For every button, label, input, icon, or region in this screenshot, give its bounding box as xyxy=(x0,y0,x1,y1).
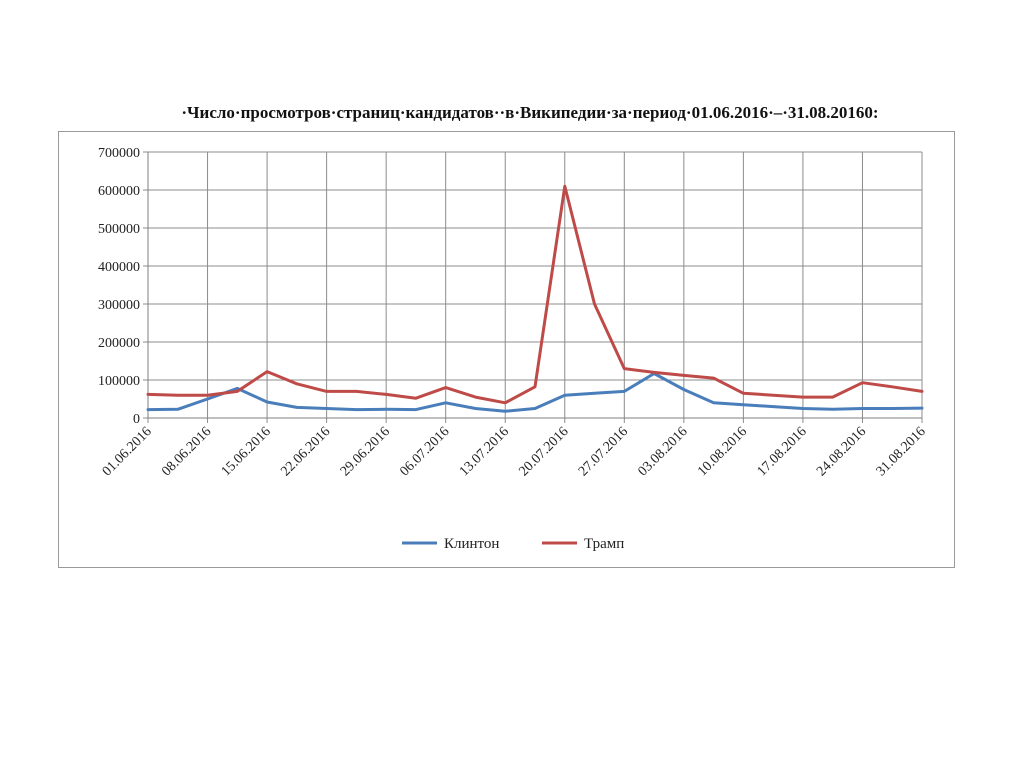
data-point xyxy=(831,408,834,411)
data-point xyxy=(891,407,894,410)
data-point xyxy=(295,382,299,385)
data-point xyxy=(206,394,209,397)
data-point xyxy=(146,393,150,396)
data-point xyxy=(533,407,537,410)
data-point xyxy=(295,406,299,409)
data-point xyxy=(265,400,269,404)
data-point xyxy=(801,407,805,410)
data-point xyxy=(623,390,626,393)
x-tick-label: 27.07.2016 xyxy=(576,424,631,479)
x-tick-label: 24.08.2016 xyxy=(814,424,869,479)
x-tick-label: 01.06.2016 xyxy=(100,424,155,479)
data-point xyxy=(474,395,477,399)
data-point xyxy=(325,407,328,410)
y-tick-label: 400000 xyxy=(98,260,140,275)
data-point xyxy=(444,386,447,389)
x-tick-label: 10.08.2016 xyxy=(695,424,750,479)
x-tick-label: 15.06.2016 xyxy=(219,424,274,479)
data-point xyxy=(712,376,715,380)
chart-title: ·Число·просмотров·страниц·кандидатов··в·… xyxy=(181,103,879,122)
y-tick-label: 500000 xyxy=(98,222,140,237)
data-point xyxy=(533,385,537,389)
data-point xyxy=(176,408,179,411)
y-axis-ticks: 0 100000 200000 300000 400000 500000 600000 700… xyxy=(98,146,140,427)
x-tick-label: 06.07.2016 xyxy=(397,424,452,479)
y-tick-label: 700000 xyxy=(98,146,140,161)
data-point xyxy=(444,401,447,404)
data-point xyxy=(474,407,477,410)
data-point xyxy=(831,395,834,399)
data-point xyxy=(652,371,656,374)
x-tick-label: 03.08.2016 xyxy=(636,424,691,479)
grid-lines xyxy=(143,151,923,423)
y-tick-label: 300000 xyxy=(98,298,140,313)
series-lines xyxy=(146,184,924,413)
legend: Клинтон Трамп xyxy=(402,536,624,552)
data-point xyxy=(920,390,924,393)
x-tick-label: 20.07.2016 xyxy=(516,424,571,479)
data-point xyxy=(414,408,418,411)
series-line-Трамп xyxy=(146,184,924,405)
x-tick-label: 31.08.2016 xyxy=(874,424,929,479)
data-point xyxy=(593,302,596,306)
legend-label: Трамп xyxy=(584,536,624,552)
data-point xyxy=(891,385,894,389)
data-point xyxy=(146,408,150,411)
data-point xyxy=(206,397,209,401)
data-point xyxy=(801,395,805,399)
data-point xyxy=(504,401,507,404)
data-point xyxy=(771,394,775,397)
data-point xyxy=(712,401,715,404)
data-point xyxy=(384,393,388,396)
data-point xyxy=(861,381,864,384)
data-point xyxy=(682,374,686,377)
data-point xyxy=(384,408,388,411)
y-tick-label: 200000 xyxy=(98,336,140,351)
x-axis-ticks: 01.06.2016 08.06.2016 15.06.2016 22.06.2016… xyxy=(100,424,929,479)
data-point xyxy=(355,390,358,393)
data-point xyxy=(742,392,745,395)
data-point xyxy=(593,392,596,395)
data-point xyxy=(236,390,239,393)
data-point xyxy=(861,407,864,410)
x-tick-label: 29.06.2016 xyxy=(338,424,393,479)
data-point xyxy=(623,367,626,370)
data-point xyxy=(355,408,358,411)
data-point xyxy=(682,388,686,391)
data-point xyxy=(325,390,328,393)
data-point xyxy=(920,406,924,410)
x-tick-label: 13.07.2016 xyxy=(457,424,512,479)
data-point xyxy=(236,387,239,390)
data-point xyxy=(771,405,775,408)
data-point xyxy=(563,394,566,397)
chart-frame xyxy=(58,131,955,568)
y-tick-label: 100000 xyxy=(98,374,140,389)
data-point xyxy=(414,397,418,400)
x-tick-label: 22.06.2016 xyxy=(278,424,333,479)
data-point xyxy=(265,370,269,373)
x-tick-label: 08.06.2016 xyxy=(159,424,214,479)
data-point xyxy=(563,185,566,188)
x-tick-label: 17.08.2016 xyxy=(755,424,810,479)
data-point xyxy=(742,403,745,406)
y-tick-label: 600000 xyxy=(98,184,140,199)
y-tick-label: 0 xyxy=(133,412,140,427)
legend-label: Клинтон xyxy=(444,536,499,552)
data-point xyxy=(504,409,507,413)
data-point xyxy=(176,394,179,397)
